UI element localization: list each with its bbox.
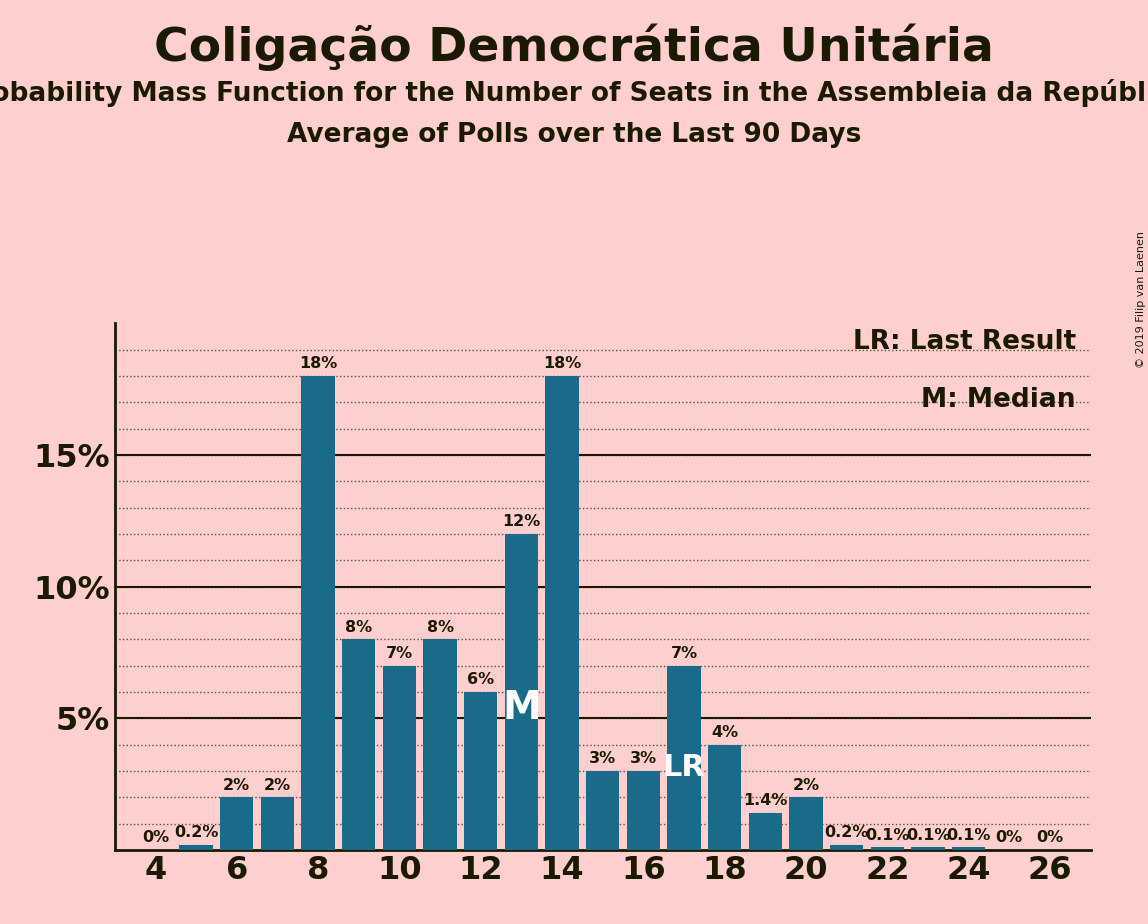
Bar (870, 847, 903, 850)
Bar (748, 813, 782, 850)
Text: M: M (502, 689, 541, 727)
Bar (790, 797, 823, 850)
Text: 0%: 0% (142, 831, 169, 845)
Text: LR: Last Result: LR: Last Result (853, 329, 1076, 355)
Text: © 2019 Filip van Laenen: © 2019 Filip van Laenen (1135, 231, 1146, 368)
Text: 0.1%: 0.1% (866, 828, 909, 843)
Text: 18%: 18% (543, 357, 581, 371)
Text: 0.1%: 0.1% (946, 828, 991, 843)
Text: 2%: 2% (792, 778, 820, 793)
Text: 7%: 7% (386, 646, 413, 661)
Bar (302, 376, 335, 850)
Bar (220, 797, 254, 850)
Bar (627, 771, 660, 850)
Text: 2%: 2% (223, 778, 250, 793)
Bar (952, 847, 985, 850)
Text: 7%: 7% (670, 646, 698, 661)
Text: 12%: 12% (503, 515, 541, 529)
Bar (505, 534, 538, 850)
Text: 6%: 6% (467, 673, 495, 687)
Bar (545, 376, 579, 850)
Text: 0%: 0% (995, 831, 1023, 845)
Bar (464, 692, 497, 850)
Bar (708, 745, 742, 850)
Bar (261, 797, 294, 850)
Bar (382, 665, 416, 850)
Text: 0.2%: 0.2% (824, 825, 869, 840)
Bar (179, 845, 212, 850)
Text: 1.4%: 1.4% (743, 794, 788, 808)
Bar (830, 845, 863, 850)
Text: 8%: 8% (346, 620, 372, 635)
Text: 3%: 3% (589, 751, 616, 766)
Text: 18%: 18% (298, 357, 338, 371)
Text: 2%: 2% (264, 778, 290, 793)
Text: Average of Polls over the Last 90 Days: Average of Polls over the Last 90 Days (287, 122, 861, 148)
Text: 0.1%: 0.1% (906, 828, 951, 843)
Text: M: Median: M: Median (922, 386, 1076, 413)
Text: 3%: 3% (630, 751, 657, 766)
Bar (585, 771, 620, 850)
Bar (912, 847, 945, 850)
Text: Coligação Democrática Unitária: Coligação Democrática Unitária (154, 23, 994, 70)
Text: Probability Mass Function for the Number of Seats in the Assembleia da República: Probability Mass Function for the Number… (0, 79, 1148, 106)
Bar (424, 639, 457, 850)
Text: 0.2%: 0.2% (174, 825, 218, 840)
Text: 4%: 4% (711, 725, 738, 740)
Bar (342, 639, 375, 850)
Text: 0%: 0% (1037, 831, 1063, 845)
Text: 8%: 8% (427, 620, 453, 635)
Text: LR: LR (662, 753, 706, 782)
Bar (667, 665, 700, 850)
